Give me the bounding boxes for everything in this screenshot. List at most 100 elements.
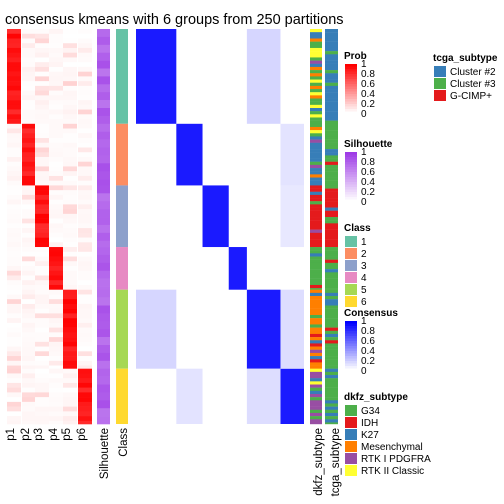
tcga-cell bbox=[325, 126, 338, 131]
tcga-cell bbox=[325, 311, 338, 316]
prob-cell-p3 bbox=[35, 218, 49, 224]
prob-cell-p1 bbox=[7, 175, 21, 181]
prob-cell-p3 bbox=[35, 209, 49, 215]
prob-cell-p2 bbox=[22, 190, 36, 196]
consensus-legend-title: Consensus bbox=[344, 308, 398, 319]
prob-cell-p5 bbox=[63, 280, 77, 286]
dkfz-legend-swatch bbox=[345, 429, 357, 440]
prob-cell-p5 bbox=[63, 95, 77, 101]
dkfz-cell bbox=[310, 378, 322, 382]
prob-cell-p2 bbox=[22, 308, 36, 314]
prob-cell-p4 bbox=[49, 166, 63, 172]
tcga-cell bbox=[325, 321, 338, 325]
prob-cell-p5 bbox=[63, 147, 77, 153]
prob-cell-p3 bbox=[35, 360, 49, 366]
prob-cell-p3 bbox=[35, 90, 49, 96]
column-label-p6: p6 bbox=[76, 428, 88, 441]
prob-cell-p4 bbox=[49, 228, 63, 234]
prob-cell-p3 bbox=[35, 194, 49, 200]
dkfz-cell bbox=[310, 32, 322, 36]
dkfz-cell bbox=[310, 98, 322, 102]
prob-cell-p1 bbox=[7, 104, 21, 110]
prob-legend-swatch bbox=[345, 71, 357, 75]
prob-cell-p4 bbox=[49, 43, 63, 49]
dkfz-cell bbox=[310, 120, 322, 124]
silhouette-cell bbox=[97, 297, 110, 306]
consensus-legend-tick: 0.2 bbox=[361, 356, 375, 367]
dkfz-cell bbox=[310, 29, 322, 33]
dkfz-cell bbox=[310, 346, 322, 350]
dkfz-legend-item: Mesenchymal bbox=[361, 442, 423, 453]
dkfz-cell bbox=[310, 324, 322, 328]
prob-legend-tick: 1 bbox=[361, 59, 367, 70]
prob-cell-p3 bbox=[35, 294, 49, 300]
silhouette-cell bbox=[97, 352, 110, 362]
prob-cell-p5 bbox=[63, 62, 77, 68]
dkfz-cell bbox=[310, 188, 322, 192]
dkfz-cell bbox=[310, 365, 322, 369]
prob-cell-p5 bbox=[63, 266, 77, 272]
column-label-Class: Class bbox=[118, 428, 130, 457]
prob-cell-p6 bbox=[78, 261, 92, 267]
prob-cell-p1 bbox=[7, 213, 21, 219]
silhouette-cell bbox=[97, 305, 110, 314]
class-block-5 bbox=[116, 289, 128, 369]
silhouette-cell bbox=[97, 115, 110, 125]
prob-cell-p2 bbox=[22, 337, 36, 343]
silhouette-legend-tick: 0.6 bbox=[361, 167, 375, 178]
dkfz-cell bbox=[310, 337, 322, 341]
dkfz-cell bbox=[310, 185, 322, 189]
dkfz-cell bbox=[310, 168, 322, 172]
prob-cell-p4 bbox=[49, 138, 63, 144]
silhouette-legend-swatch bbox=[345, 157, 357, 160]
prob-cell-p2 bbox=[22, 416, 36, 422]
prob-cell-p6 bbox=[78, 185, 92, 191]
prob-cell-p2 bbox=[22, 360, 36, 366]
prob-cell-p6 bbox=[78, 322, 92, 328]
consensus-block-1 bbox=[136, 29, 177, 124]
prob-cell-p6 bbox=[78, 284, 92, 290]
prob-cell-p1 bbox=[7, 261, 21, 267]
prob-cell-p1 bbox=[7, 275, 21, 281]
column-label-dkfz_subtype: dkfz_subtype bbox=[313, 428, 325, 496]
prob-cell-p5 bbox=[63, 332, 77, 338]
prob-cell-p6 bbox=[78, 299, 92, 305]
prob-cell-p1 bbox=[7, 420, 21, 425]
prob-cell-p6 bbox=[78, 204, 92, 210]
prob-cell-p4 bbox=[49, 71, 63, 77]
prob-cell-p3 bbox=[35, 284, 49, 290]
dkfz-cell bbox=[310, 82, 322, 87]
prob-cell-p5 bbox=[63, 416, 77, 422]
tcga-cell bbox=[325, 161, 338, 166]
consensus-legend-tick: 1 bbox=[361, 316, 367, 327]
dkfz-cell bbox=[310, 422, 322, 425]
prob-legend-tick: 0.4 bbox=[361, 89, 375, 100]
tcga-cell bbox=[325, 384, 338, 388]
silhouette-cell bbox=[97, 179, 110, 186]
prob-cell-p4 bbox=[49, 346, 63, 352]
prob-cell-p3 bbox=[35, 303, 49, 309]
prob-cell-p2 bbox=[22, 161, 36, 167]
prob-cell-p5 bbox=[63, 194, 77, 200]
prob-cell-p2 bbox=[22, 133, 36, 139]
prob-cell-p1 bbox=[7, 251, 21, 257]
prob-cell-p4 bbox=[49, 57, 63, 63]
silhouette-legend-swatch bbox=[345, 189, 357, 193]
silhouette-cell bbox=[97, 408, 110, 417]
prob-cell-p5 bbox=[63, 156, 77, 163]
prob-cell-p5 bbox=[63, 411, 77, 417]
prob-cell-p5 bbox=[63, 294, 77, 300]
silhouette-legend-title: Silhouette bbox=[344, 139, 393, 150]
prob-cell-p1 bbox=[7, 128, 21, 134]
prob-cell-p6 bbox=[78, 152, 92, 158]
silhouette-cell bbox=[97, 171, 110, 180]
dkfz-legend-swatch bbox=[345, 465, 357, 476]
consensus-block-6 bbox=[280, 368, 304, 424]
prob-cell-p6 bbox=[78, 392, 92, 398]
prob-cell-p5 bbox=[63, 256, 77, 262]
tcga-cell bbox=[325, 114, 338, 118]
prob-cell-p3 bbox=[35, 147, 49, 153]
prob-cell-p2 bbox=[22, 247, 36, 253]
prob-cell-p6 bbox=[78, 346, 92, 352]
